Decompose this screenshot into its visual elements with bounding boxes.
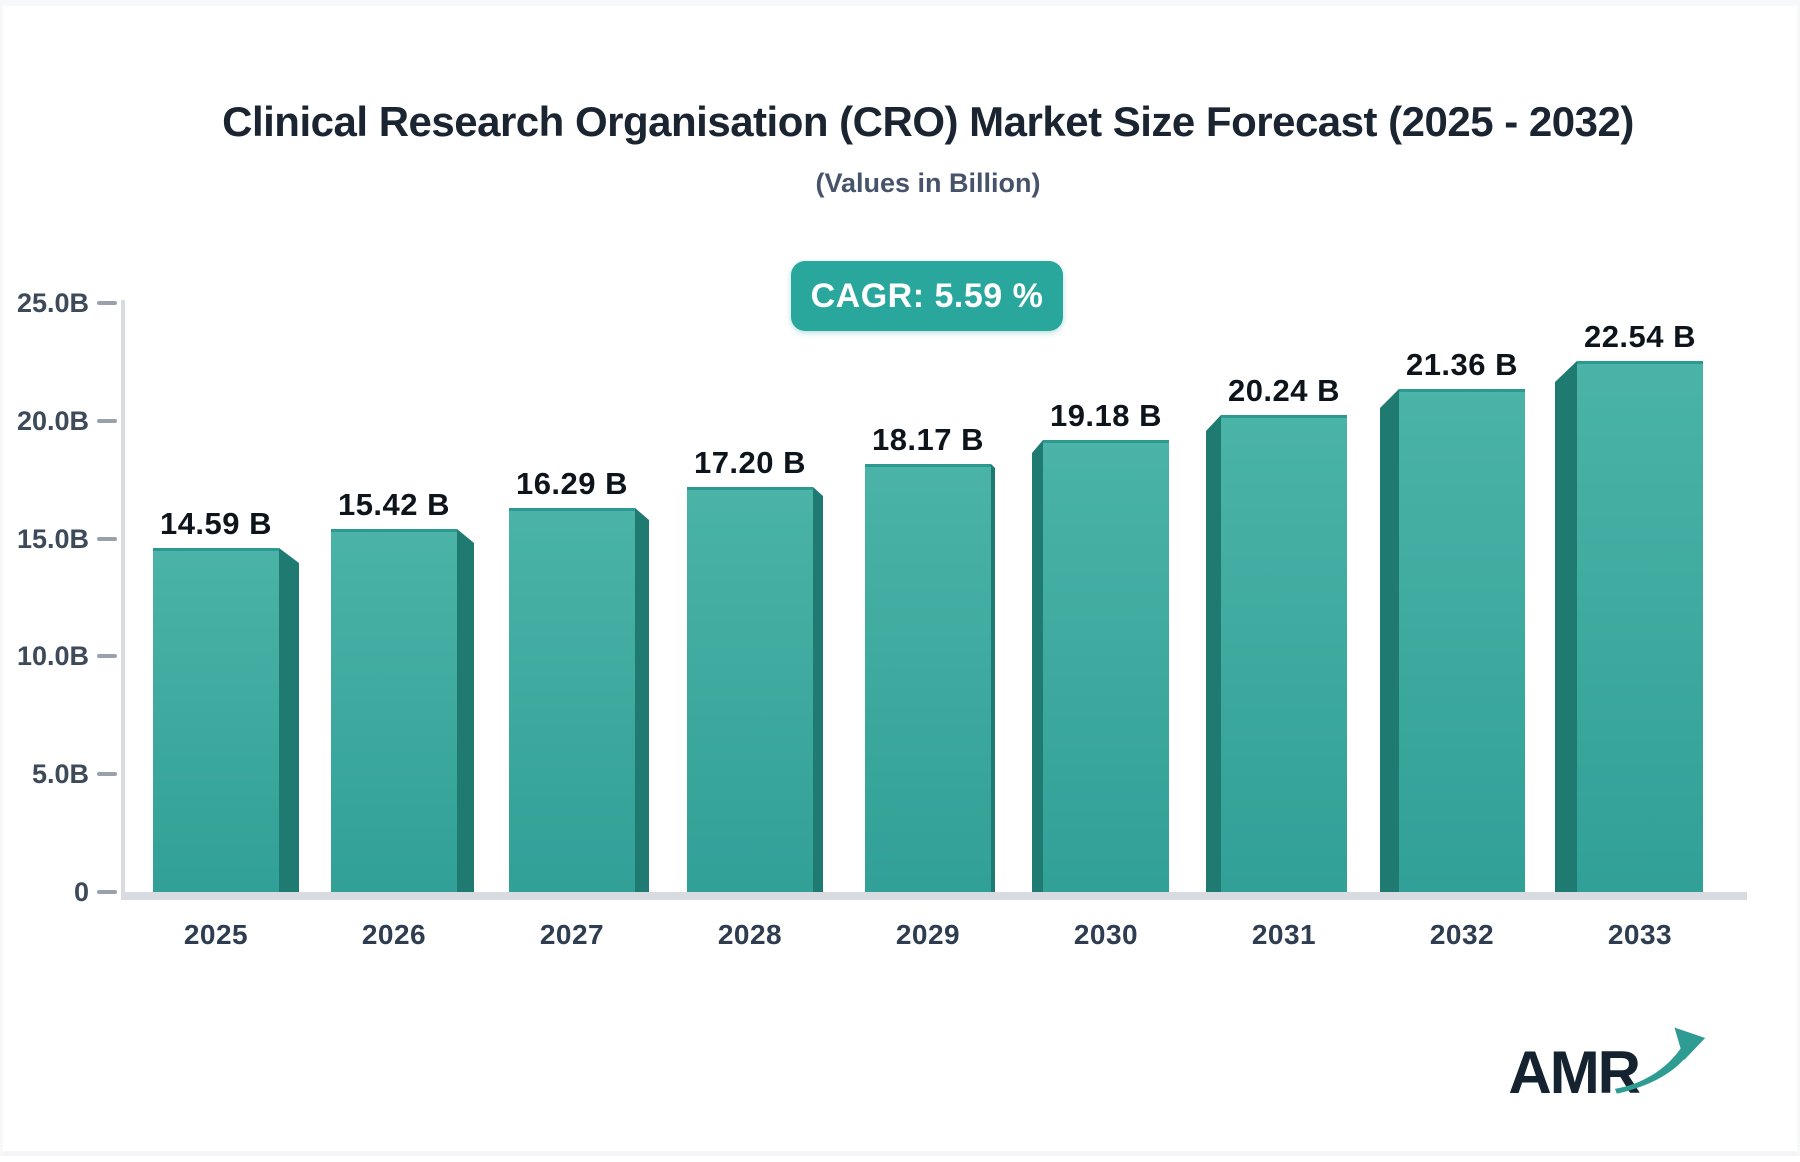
bar-top-edge — [509, 508, 635, 511]
bar-2027 — [509, 508, 635, 892]
y-tick-label: 5.0B — [32, 759, 89, 789]
bar-side-face — [279, 548, 299, 892]
y-tick-mark — [97, 537, 117, 541]
y-tick-mark — [97, 419, 117, 423]
chart-subtitle: (Values in Billion) — [815, 168, 1041, 198]
bar-top-edge — [331, 529, 457, 532]
bar-top-edge — [687, 487, 813, 490]
bar-side-face — [1555, 361, 1577, 892]
bar-group-2030 — [1032, 440, 1169, 892]
bar-value-label: 16.29 B — [516, 466, 628, 501]
y-tick-mark — [97, 654, 117, 658]
bar-side-face — [1206, 415, 1221, 892]
y-tick-label: 10.0B — [17, 641, 89, 671]
x-tick-label: 2031 — [1252, 919, 1316, 950]
bar-value-label: 14.59 B — [160, 506, 272, 541]
bar-top-edge — [1577, 361, 1703, 364]
bar-top-edge — [1399, 389, 1525, 392]
bar-group-2029 — [865, 464, 995, 892]
bar-value-label: 18.17 B — [872, 422, 984, 457]
y-tick-label: 0 — [74, 877, 89, 907]
bar-2032 — [1399, 389, 1525, 892]
bar-2029 — [865, 464, 991, 892]
bar-side-face — [1032, 440, 1043, 892]
bar-2025 — [153, 548, 279, 892]
bar-2026 — [331, 529, 457, 892]
bar-value-label: 22.54 B — [1584, 319, 1696, 354]
y-tick-label: 15.0B — [17, 524, 89, 554]
y-axis-line — [121, 300, 125, 900]
bar-group-2033 — [1555, 361, 1703, 892]
x-tick-label: 2025 — [184, 919, 248, 950]
x-axis-line — [121, 892, 1747, 900]
y-tick-label: 20.0B — [17, 406, 89, 436]
chart-header: Clinical Research Organisation (CRO) Mar… — [59, 98, 1797, 199]
bar-top-edge — [865, 464, 991, 467]
bar-group-2025 — [153, 548, 299, 892]
bar-group-2027 — [509, 508, 649, 892]
x-tick-label: 2027 — [540, 919, 604, 950]
x-tick-label: 2033 — [1608, 919, 1672, 950]
bar-2031 — [1221, 415, 1347, 892]
bar-2033 — [1577, 361, 1703, 892]
x-tick-label: 2032 — [1430, 919, 1494, 950]
cagr-badge: CAGR: 5.59 % — [791, 261, 1063, 331]
amr-logo: AMR — [1508, 1023, 1709, 1103]
bar-value-label: 17.20 B — [694, 445, 806, 480]
bar-value-label: 21.36 B — [1406, 347, 1518, 382]
y-tick-mark — [97, 772, 117, 776]
bar-top-edge — [153, 548, 279, 551]
bar-group-2031 — [1206, 415, 1347, 892]
bar-side-face — [635, 508, 649, 892]
bar-top-edge — [1221, 415, 1347, 418]
bar-side-face — [991, 464, 995, 892]
x-tick-label: 2026 — [362, 919, 426, 950]
page-title: Clinical Research Organisation (CRO) Mar… — [222, 98, 1634, 145]
trend-up-arrow-icon — [1614, 1027, 1706, 1094]
y-tick-mark — [97, 301, 117, 305]
y-tick-mark — [97, 890, 117, 894]
bar-value-label: 20.24 B — [1228, 373, 1340, 408]
bar-value-label: 15.42 B — [338, 487, 450, 522]
bar-group-2026 — [331, 529, 474, 892]
x-tick-label: 2030 — [1074, 919, 1138, 950]
bar-side-face — [1380, 389, 1399, 892]
bar-group-2028 — [687, 487, 823, 892]
bar-2028 — [687, 487, 813, 892]
cagr-badge-label: CAGR: 5.59 % — [810, 276, 1044, 315]
y-tick-label: 25.0B — [17, 288, 89, 318]
x-tick-label: 2028 — [718, 919, 782, 950]
bar-side-face — [813, 487, 823, 892]
bar-top-edge — [1043, 440, 1169, 443]
bar-group-2032 — [1380, 389, 1525, 892]
bar-2030 — [1043, 440, 1169, 892]
bar-chart: 25.0B 20.0B 15.0B 10.0B 5.0B 0 14.59 B 2025 15.4… — [17, 288, 1747, 950]
x-tick-label: 2029 — [896, 919, 960, 950]
bar-side-face — [457, 529, 474, 892]
bar-value-label: 19.18 B — [1050, 398, 1162, 433]
